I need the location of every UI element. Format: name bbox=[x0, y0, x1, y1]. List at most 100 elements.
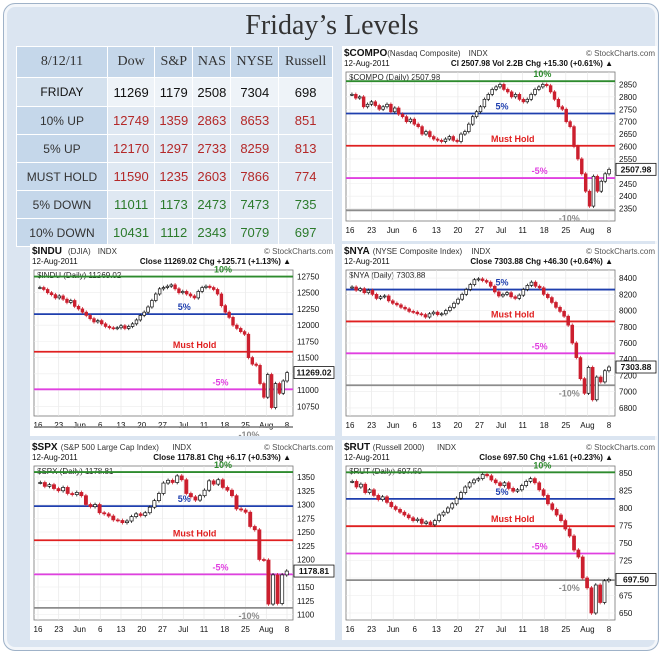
x-tick-label: Jul bbox=[178, 625, 188, 634]
level-label-must_hold: Must Hold bbox=[491, 309, 535, 319]
y-tick-label: 2600 bbox=[619, 143, 637, 152]
candle-body bbox=[123, 325, 127, 329]
candle-body bbox=[65, 487, 70, 494]
candle-body bbox=[161, 482, 166, 494]
candle-body bbox=[488, 281, 493, 287]
y-tick-label: 12500 bbox=[297, 289, 320, 298]
candle-body bbox=[416, 123, 420, 127]
candle-body bbox=[463, 486, 468, 493]
candle-body bbox=[350, 286, 354, 289]
chart-date: 12-Aug-2011 bbox=[344, 59, 390, 68]
y-tick-label: 1300 bbox=[297, 501, 315, 510]
y-tick-label: 2650 bbox=[619, 130, 637, 139]
candle-body bbox=[587, 190, 592, 207]
candle-body bbox=[424, 521, 428, 524]
candle-body bbox=[562, 311, 566, 317]
candle-body bbox=[262, 383, 266, 398]
candle-body bbox=[537, 285, 542, 289]
last-value-label: 1178.81 bbox=[299, 566, 330, 576]
candle-body bbox=[506, 482, 511, 489]
candle-body bbox=[502, 84, 506, 90]
x-tick-label: Jul bbox=[178, 421, 188, 430]
y-tick-label: 1250 bbox=[297, 528, 315, 537]
last-value-box bbox=[615, 360, 657, 374]
x-tick-label: 11 bbox=[200, 625, 209, 634]
chart-indx-label: INDX bbox=[98, 247, 118, 256]
candle-body bbox=[111, 515, 116, 521]
chart-nya: $NYA (NYSE Composite Index) INDX © StockCha… bbox=[342, 244, 657, 436]
candle-body bbox=[490, 89, 494, 95]
candle-body bbox=[606, 579, 611, 582]
chart-stats: Cl 2507.98 Vol 2.2B Chg +15.30 (+0.61%) … bbox=[451, 59, 613, 68]
candle-body bbox=[61, 487, 66, 492]
candle-body bbox=[354, 93, 358, 99]
chart-rut: $RUT (Russell 2000) INDX © StockCharts.com 1… bbox=[342, 440, 657, 640]
table-row: 10% UP 12749 1359 2863 8653 851 bbox=[16, 106, 333, 135]
level-label-ten_up: 10% bbox=[533, 460, 551, 470]
table-header-row: 8/12/11 Dow S&P NAS NYSE Russell bbox=[16, 46, 333, 78]
candle-body bbox=[93, 504, 97, 508]
y-tick-label: 2400 bbox=[619, 192, 637, 201]
candle-body bbox=[252, 526, 257, 531]
y-tick-label: 2800 bbox=[619, 93, 637, 102]
candle-body bbox=[88, 315, 92, 320]
candle-body bbox=[103, 323, 108, 327]
y-tick-label: 1200 bbox=[297, 556, 315, 565]
y-tick-label: 6800 bbox=[619, 404, 637, 413]
x-tick-label: 25 bbox=[241, 421, 250, 430]
x-tick-label: Aug bbox=[580, 226, 594, 235]
candle-body bbox=[474, 111, 479, 118]
candle-body bbox=[281, 380, 285, 394]
candle-body bbox=[545, 84, 549, 87]
chart-index-name: (DJIA) bbox=[68, 247, 91, 256]
candle-body bbox=[459, 492, 463, 499]
y-tick-label: 7000 bbox=[619, 388, 637, 397]
x-tick-label: 8 bbox=[285, 625, 290, 634]
candle-body bbox=[399, 304, 403, 308]
candle-body bbox=[129, 516, 134, 522]
candle-body bbox=[593, 584, 598, 614]
candle-body bbox=[476, 278, 481, 281]
candle-body bbox=[595, 175, 600, 192]
candle-body bbox=[517, 294, 522, 299]
candle-body bbox=[161, 287, 166, 290]
table-row: 10% DOWN 10431 1112 2343 7079 697 bbox=[16, 218, 333, 247]
table-cell: 12749 bbox=[106, 106, 156, 135]
y-tick-label: 1100 bbox=[297, 611, 315, 620]
candle-body bbox=[120, 520, 125, 523]
candle-body bbox=[572, 126, 576, 147]
candle-body bbox=[513, 296, 517, 299]
candle-body bbox=[419, 518, 424, 524]
candle-body bbox=[411, 517, 415, 521]
candle-body bbox=[456, 298, 460, 304]
candle-body bbox=[127, 326, 131, 329]
candle-body bbox=[350, 481, 355, 483]
table-cell: 697 bbox=[278, 218, 333, 247]
candle-body bbox=[385, 103, 389, 108]
y-tick-label: 2750 bbox=[619, 105, 637, 114]
watermark: © StockCharts.com bbox=[264, 443, 333, 452]
candle-body bbox=[100, 320, 104, 325]
candle-body bbox=[389, 502, 394, 507]
level-label-five_up: 5% bbox=[496, 278, 509, 288]
candle-body bbox=[92, 318, 96, 323]
chart-legend: $NYA (Daily) 7303.88 bbox=[349, 271, 426, 280]
candle-body bbox=[88, 504, 93, 508]
table-cell: 1173 bbox=[154, 190, 194, 219]
table-cell: 12170 bbox=[106, 134, 156, 163]
candle-body bbox=[102, 512, 107, 515]
candle-body bbox=[106, 513, 111, 517]
x-tick-label: 23 bbox=[367, 421, 376, 430]
level-label-five_up: 5% bbox=[496, 101, 509, 111]
x-tick-label: Jun bbox=[387, 226, 400, 235]
y-tick-label: 11000 bbox=[297, 386, 319, 395]
watermark: © StockCharts.com bbox=[586, 443, 655, 452]
candle-body bbox=[521, 289, 526, 296]
x-tick-label: 25 bbox=[241, 625, 250, 634]
candle-body bbox=[354, 481, 359, 488]
candle-body bbox=[273, 383, 278, 408]
chart-compo-svg: $COMPO (Nasdaq Composite) INDX © StockChart… bbox=[344, 48, 657, 235]
candle-body bbox=[376, 495, 381, 500]
candle-body bbox=[489, 475, 494, 481]
x-tick-label: 13 bbox=[117, 421, 126, 430]
